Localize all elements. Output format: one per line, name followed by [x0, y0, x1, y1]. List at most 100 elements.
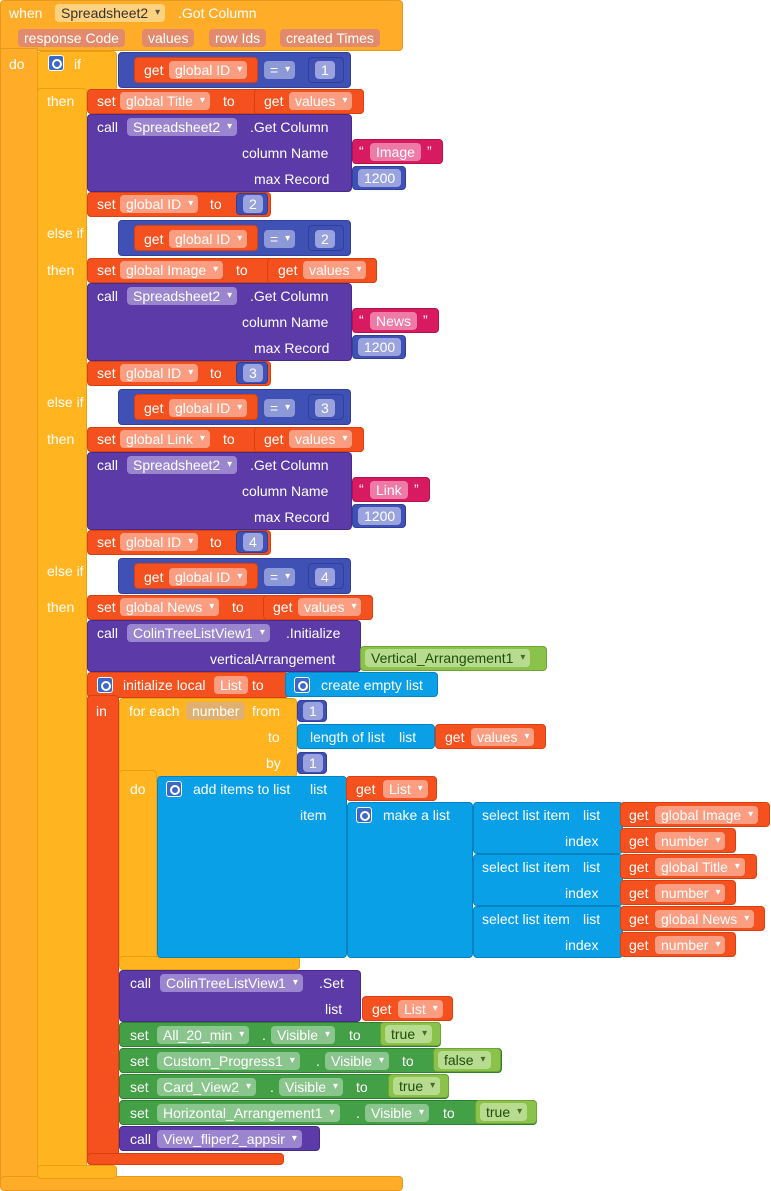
get-keyword: get	[264, 93, 284, 109]
get-keyword: get	[629, 833, 649, 849]
event-component-dropdown[interactable]: Spreadsheet2	[55, 4, 166, 22]
add-items-to-list-block[interactable]	[157, 776, 347, 958]
component-dropdown[interactable]: Vertical_Arrangement1	[365, 649, 531, 667]
text-value[interactable]: News	[370, 312, 418, 330]
component-dropdown[interactable]: ColinTreeListView1	[160, 974, 303, 992]
property-dropdown[interactable]: Visible	[325, 1052, 389, 1070]
mutator-gear-icon[interactable]	[48, 55, 64, 71]
call-keyword: call	[97, 119, 119, 135]
select-list-item-block-2[interactable]	[473, 854, 623, 906]
var-dropdown[interactable]: number	[655, 936, 726, 954]
select-list-item-block-3[interactable]	[473, 906, 623, 958]
number-value[interactable]: 3	[315, 399, 335, 417]
mutator-gear-icon[interactable]	[97, 677, 113, 693]
number-value[interactable]: 2	[315, 230, 335, 248]
var-dropdown[interactable]: values	[303, 261, 367, 279]
boolean-dropdown[interactable]: true	[393, 1077, 441, 1095]
compare-op-dropdown[interactable]: =	[264, 230, 296, 248]
var-dropdown[interactable]: values	[289, 92, 353, 110]
var-dropdown[interactable]: values	[471, 728, 535, 746]
property-dropdown[interactable]: Visible	[279, 1078, 343, 1096]
list-keyword: list	[399, 729, 417, 745]
boolean-dropdown[interactable]: false	[438, 1051, 491, 1069]
boolean-dropdown[interactable]: true	[385, 1025, 433, 1043]
var-dropdown[interactable]: List	[383, 780, 428, 798]
param-values[interactable]: values	[142, 29, 195, 47]
mutator-gear-icon[interactable]	[166, 781, 182, 797]
method-name: .Initialize	[286, 625, 341, 641]
var-dropdown[interactable]: values	[298, 598, 362, 616]
local-var-name-field[interactable]: List	[214, 676, 248, 694]
var-dropdown[interactable]: global Link	[120, 430, 210, 448]
set-keyword: set	[130, 1053, 149, 1069]
get-keyword: get	[144, 569, 164, 585]
number-value[interactable]: 1200	[358, 507, 402, 525]
property-dropdown[interactable]: Visible	[271, 1026, 335, 1044]
set-keyword: set	[97, 599, 116, 615]
compare-op-dropdown[interactable]: =	[264, 399, 296, 417]
var-dropdown[interactable]: global ID	[120, 533, 199, 551]
component-dropdown[interactable]: Spreadsheet2	[127, 118, 238, 136]
boolean-dropdown[interactable]: true	[480, 1103, 528, 1121]
number-value[interactable]: 4	[243, 533, 263, 551]
make-a-list-label: make a list	[383, 807, 450, 823]
component-dropdown[interactable]: View_fliper2_appsir	[157, 1130, 302, 1148]
length-of-list-block[interactable]	[297, 724, 435, 749]
var-dropdown[interactable]: global ID	[120, 364, 199, 382]
text-value[interactable]: Image	[370, 143, 421, 161]
component-dropdown[interactable]: Horizontal_Arrangement1	[157, 1104, 340, 1122]
to-keyword: to	[402, 1053, 414, 1069]
var-dropdown[interactable]: global News	[655, 910, 755, 928]
var-dropdown[interactable]: global News	[120, 598, 220, 616]
mutator-gear-icon[interactable]	[356, 807, 372, 823]
number-value[interactable]: 1	[303, 754, 323, 772]
text-value[interactable]: Link	[370, 481, 408, 499]
create-empty-list-block[interactable]	[285, 672, 438, 697]
number-value[interactable]: 1200	[358, 338, 402, 356]
component-dropdown[interactable]: Custom_Progress1	[157, 1052, 300, 1070]
param-row-ids[interactable]: row Ids	[209, 29, 267, 47]
select-list-item-label: select list item	[482, 807, 570, 823]
dot-separator: .	[262, 1027, 266, 1043]
var-dropdown[interactable]: List	[398, 1000, 443, 1018]
loop-var-field[interactable]: number	[186, 702, 246, 720]
param-response-code[interactable]: response Code	[18, 29, 125, 47]
select-list-item-block-1[interactable]	[473, 802, 623, 854]
compare-op-dropdown[interactable]: =	[264, 568, 296, 586]
component-dropdown[interactable]: All_20_min	[157, 1026, 250, 1044]
var-dropdown[interactable]: global Title	[655, 858, 745, 876]
var-dropdown[interactable]: global ID	[120, 195, 199, 213]
number-value[interactable]: 2	[243, 195, 263, 213]
component-dropdown[interactable]: Spreadsheet2	[127, 456, 238, 474]
var-dropdown[interactable]: global ID	[169, 61, 248, 79]
component-dropdown[interactable]: Card_View2	[157, 1078, 257, 1096]
number-value[interactable]: 4	[315, 568, 335, 586]
var-dropdown[interactable]: global ID	[169, 399, 248, 417]
var-dropdown[interactable]: global Title	[120, 92, 210, 110]
var-dropdown[interactable]: values	[289, 430, 353, 448]
compare-op-dropdown[interactable]: =	[264, 61, 296, 79]
number-value[interactable]: 3	[243, 364, 263, 382]
var-dropdown[interactable]: number	[655, 832, 726, 850]
for-each-bottom	[119, 956, 300, 970]
var-dropdown[interactable]: global Image	[120, 261, 224, 279]
list-keyword: list	[583, 911, 601, 927]
component-dropdown[interactable]: ColinTreeListView1	[127, 624, 270, 642]
column-name-label: column Name	[242, 483, 329, 499]
var-dropdown[interactable]: global ID	[169, 230, 248, 248]
var-dropdown[interactable]: global Image	[655, 806, 759, 824]
number-value[interactable]: 1	[315, 61, 335, 79]
number-value[interactable]: 1	[303, 702, 323, 720]
if-block-spine	[37, 88, 87, 1178]
make-a-list-block[interactable]	[347, 802, 473, 958]
component-dropdown[interactable]: Spreadsheet2	[127, 287, 238, 305]
var-dropdown[interactable]: global ID	[169, 568, 248, 586]
initialize-local-block[interactable]	[87, 672, 289, 698]
param-created-times[interactable]: created Times	[280, 29, 380, 47]
var-dropdown[interactable]: number	[655, 884, 726, 902]
mutator-gear-icon[interactable]	[294, 677, 310, 693]
number-value[interactable]: 1200	[358, 169, 402, 187]
property-dropdown[interactable]: Visible	[365, 1104, 429, 1122]
column-name-label: column Name	[242, 314, 329, 330]
